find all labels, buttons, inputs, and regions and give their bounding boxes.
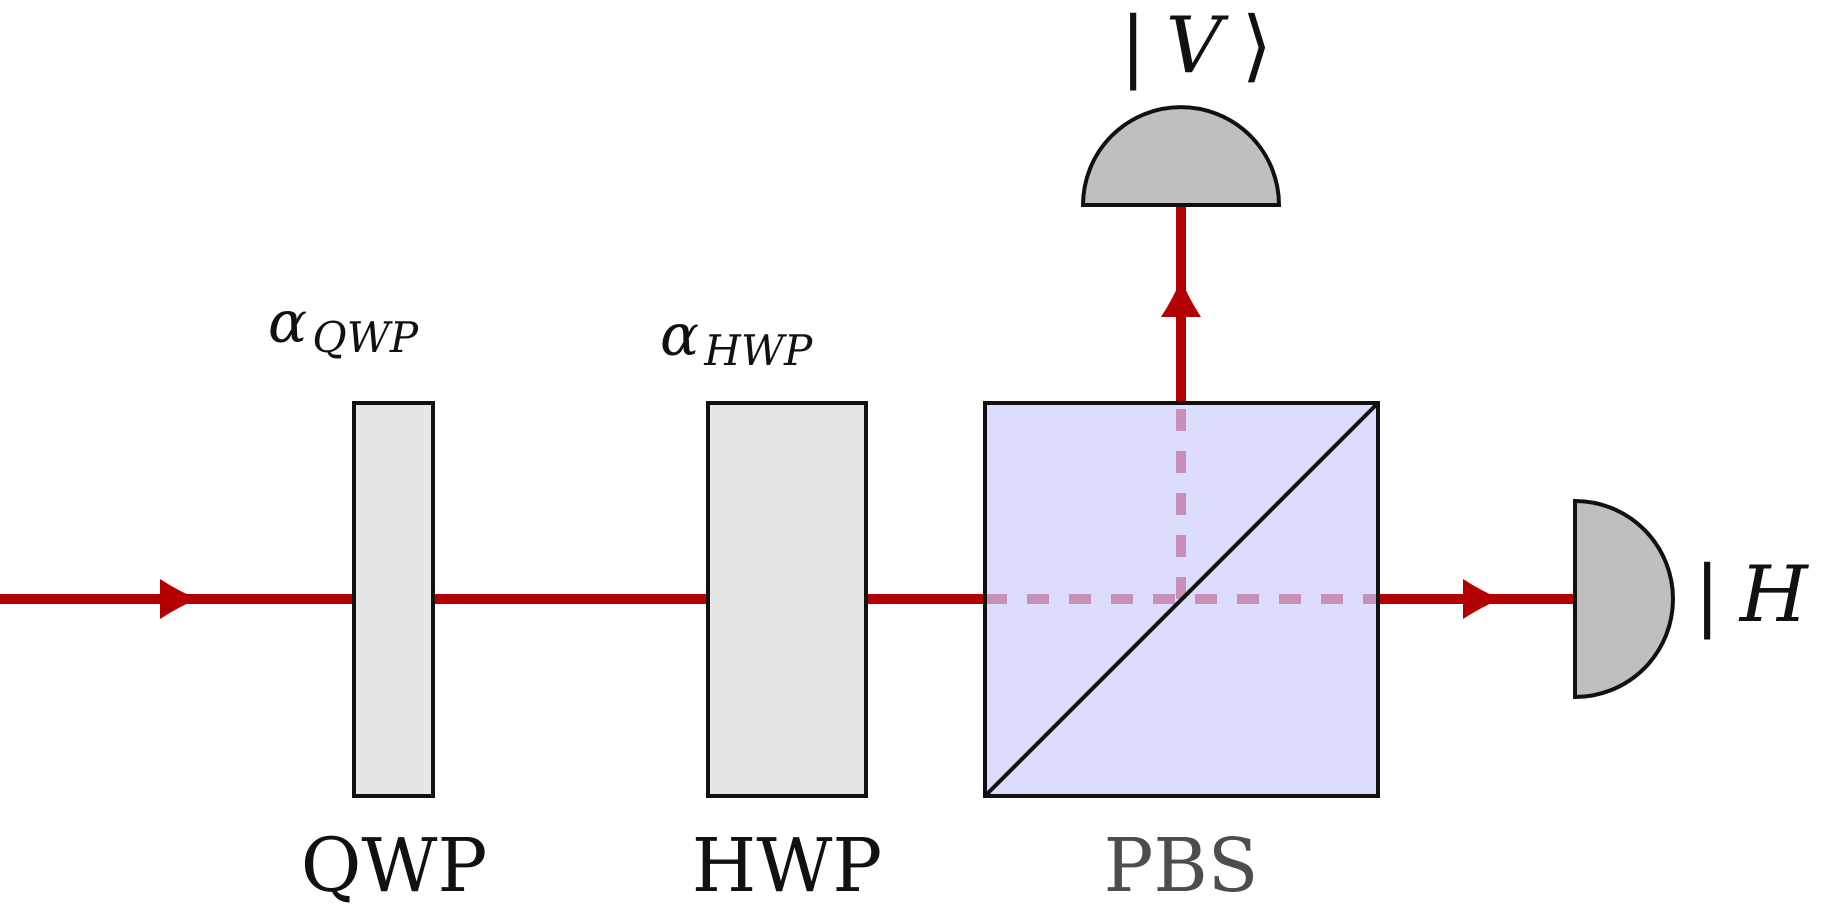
- vertical-ket-state: V: [1166, 1, 1229, 91]
- hwp-angle-label: α HWP: [660, 301, 813, 375]
- horizontal-ket-open: |: [1694, 550, 1720, 640]
- pbs-label: PBS: [1104, 823, 1259, 909]
- vertical-state-ket: | V ⟩: [1120, 1, 1272, 91]
- qwp-angle-symbol: α: [268, 288, 307, 356]
- hwp-angle-subscript: HWP: [703, 326, 813, 375]
- horizontal-state-ket: | H ⟩: [1694, 550, 1824, 640]
- horizontal-ket-state: H: [1738, 550, 1810, 640]
- input-beam-arrow: [160, 579, 198, 619]
- vertical-detector: [1080, 105, 1282, 207]
- horizontal-detector: [1573, 498, 1675, 700]
- qwp-label: QWP: [301, 823, 488, 909]
- qwp-angle-label: α QWP: [268, 288, 419, 362]
- qwp-angle-subscript: QWP: [312, 313, 419, 362]
- hwp-label: HWP: [692, 823, 882, 909]
- transmitted-beam-arrow: [1463, 579, 1501, 619]
- hwp-angle-symbol: α: [660, 301, 699, 369]
- reflected-beam-arrow: [1161, 279, 1201, 317]
- hwp-plate: [706, 401, 868, 798]
- vertical-ket-open: |: [1120, 1, 1146, 91]
- pbs-cube-outline: [983, 401, 1380, 798]
- qwp-plate: [352, 401, 435, 798]
- vertical-ket-close: ⟩: [1242, 1, 1272, 91]
- pbs-split-diagonal: [983, 401, 1380, 798]
